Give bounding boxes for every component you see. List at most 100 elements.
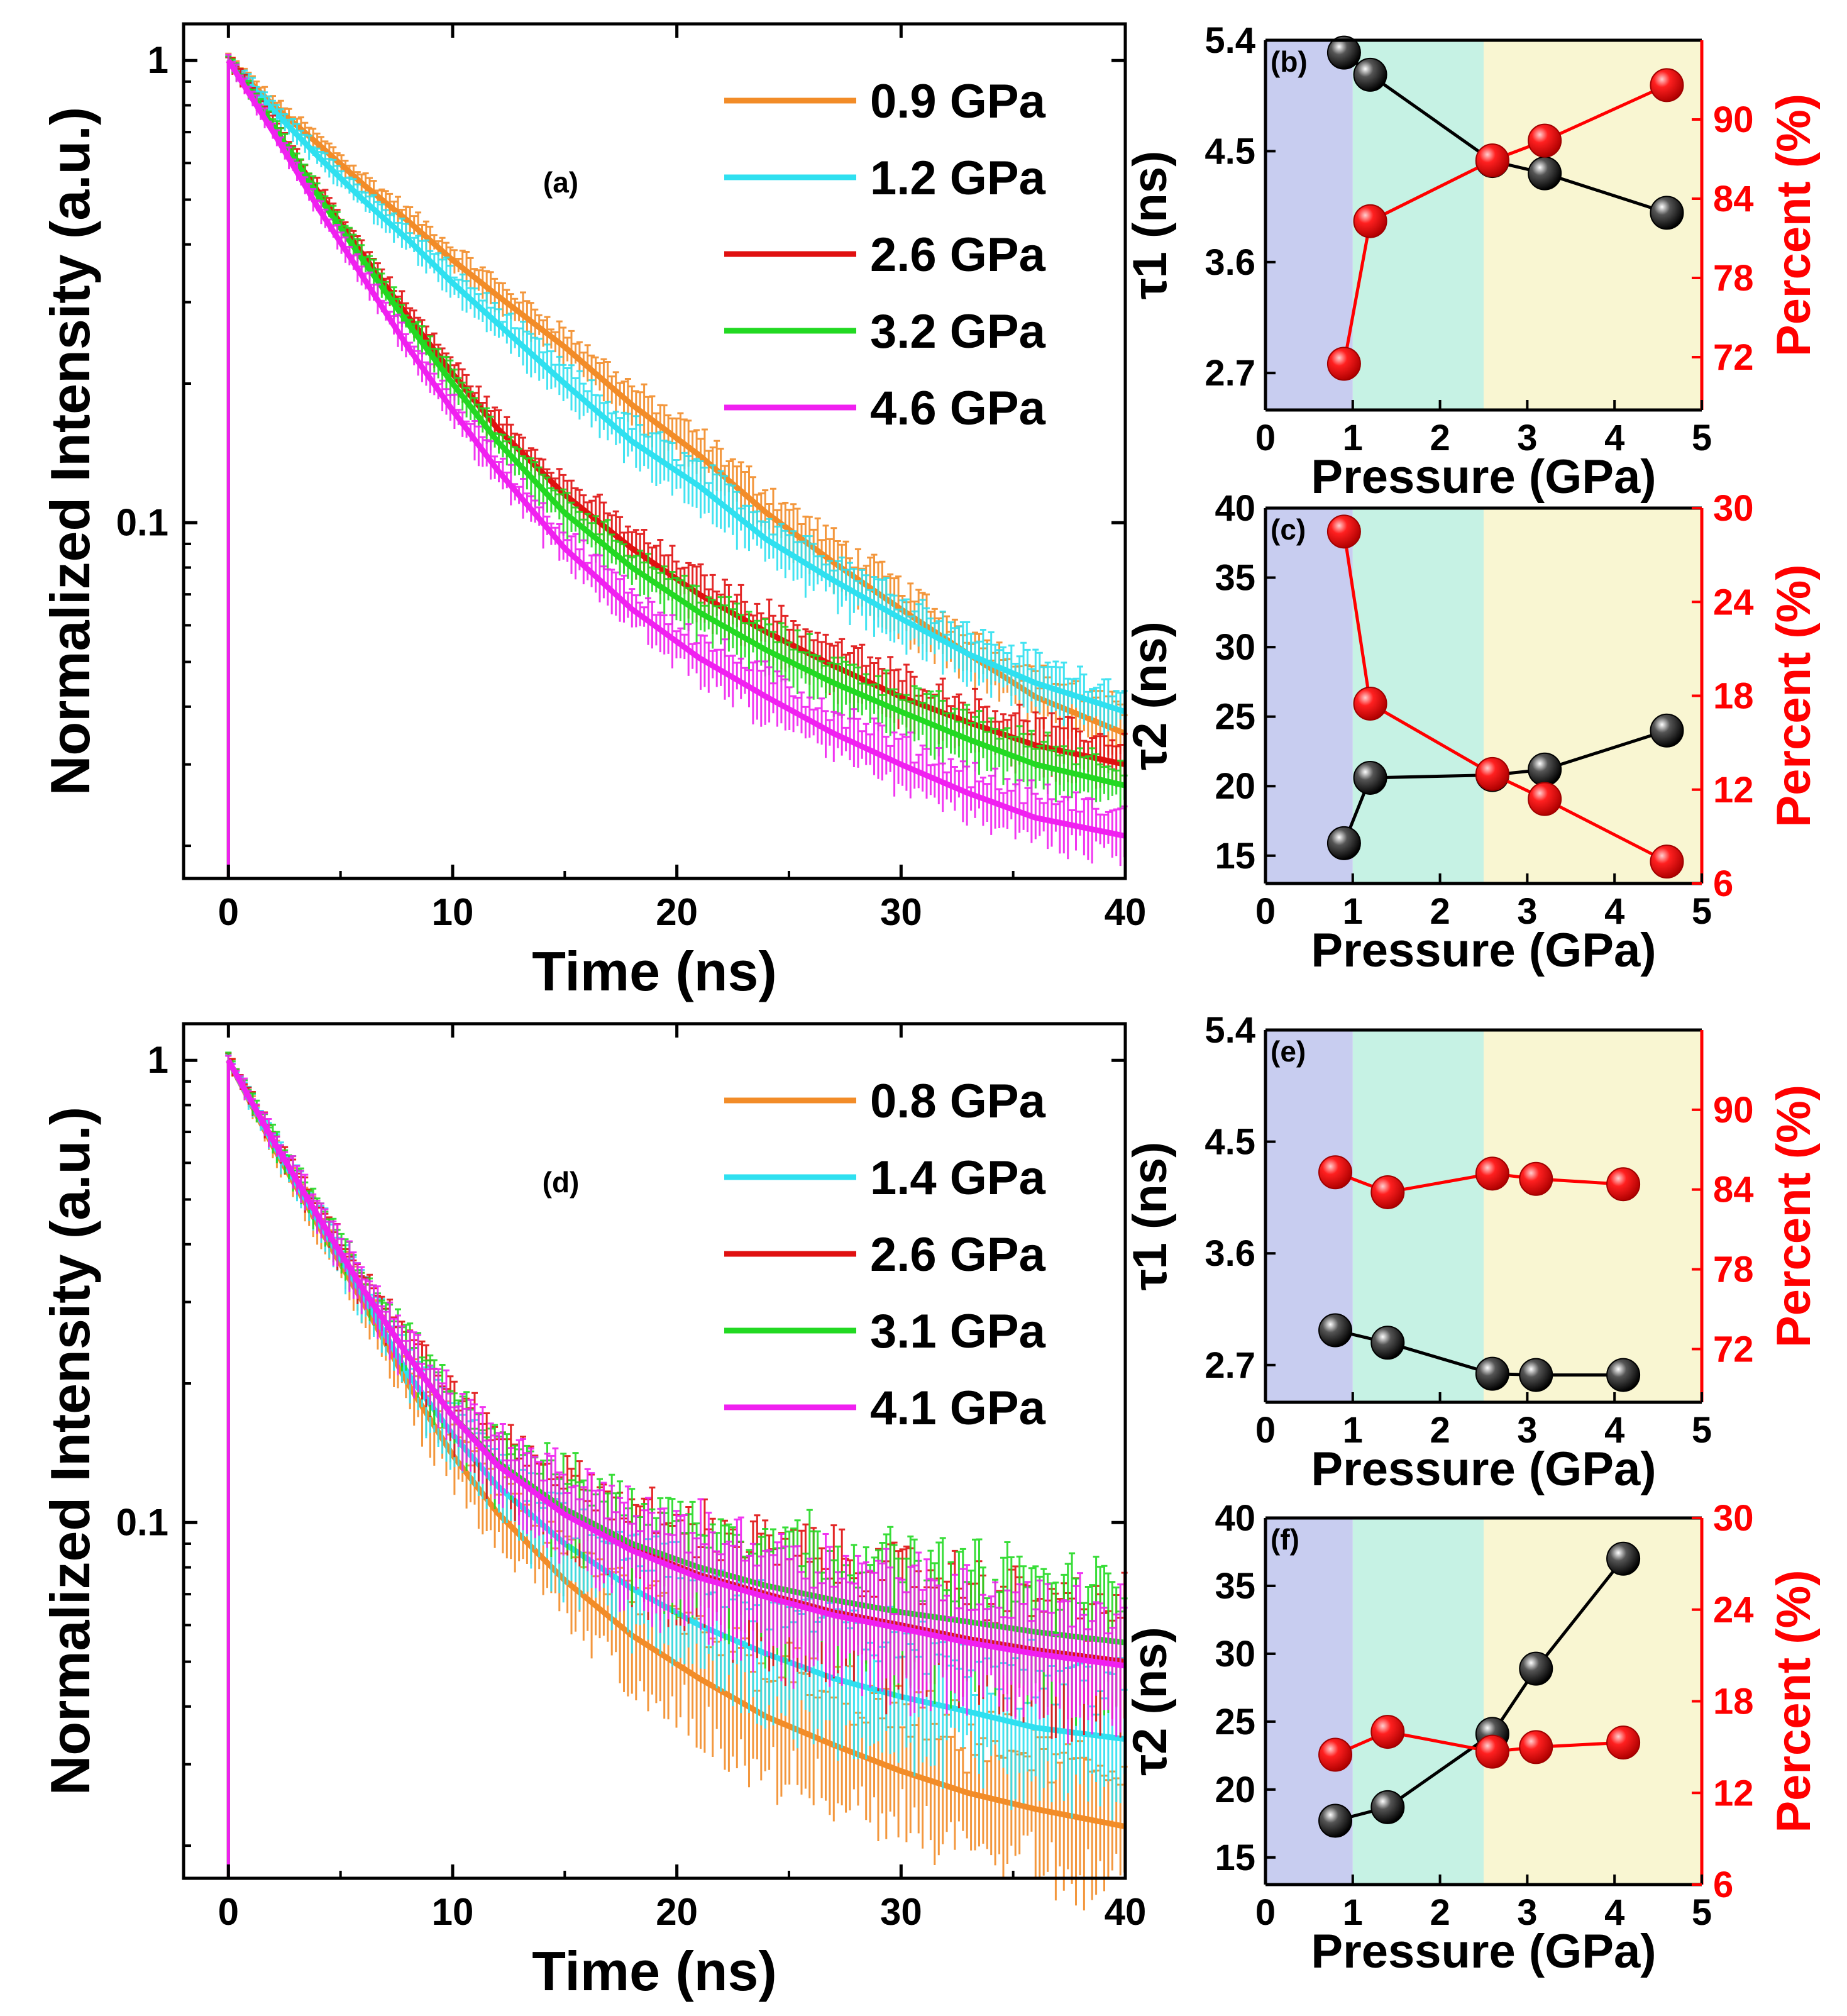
x-tick-label: 10 (432, 891, 474, 933)
series-percent (1326, 514, 1684, 879)
x-tick-label: 20 (656, 891, 698, 933)
pressure-region (1265, 508, 1353, 883)
legend-label: 2.6 GPa (870, 1228, 1046, 1282)
y-left-axis-title: τ2 (ns) (1123, 621, 1177, 770)
x-tick-label: 10 (432, 1891, 474, 1933)
legend-label: 2.6 GPa (870, 228, 1046, 282)
tau2-point (1353, 760, 1387, 795)
y-left-axis-title: τ1 (ns) (1123, 151, 1177, 300)
x-tick-label: 20 (656, 1891, 698, 1933)
legend-label: 3.1 GPa (870, 1305, 1046, 1358)
y-left-tick-label: 5.4 (1205, 1010, 1255, 1051)
y-right-axis-title: Percent (%) (1767, 1570, 1821, 1832)
tau1-point (1318, 1313, 1353, 1348)
y-right-tick-label: 18 (1713, 1681, 1754, 1722)
series-4-1-gpa (225, 1055, 1128, 1878)
x-tick-label: 30 (880, 1891, 922, 1933)
legend-label: 4.1 GPa (870, 1382, 1046, 1435)
tau1-point (1326, 35, 1361, 70)
y-left-tick-label: 4.5 (1205, 131, 1255, 172)
y-tick-label: 0.1 (116, 501, 168, 543)
y-right-tick-label: 90 (1713, 1090, 1754, 1131)
x-tick-label: 3 (1517, 418, 1537, 458)
x-tick-label: 0 (218, 1891, 239, 1933)
tau2-point (1318, 1803, 1353, 1838)
y-axis-title: Normalized Intensity (a.u.) (39, 107, 101, 795)
tau1-point (1475, 1356, 1509, 1391)
y-right-axis-title: Percent (%) (1767, 564, 1821, 827)
x-axis-title: Time (ns) (532, 1940, 777, 2002)
x-tick-label: 5 (1692, 891, 1712, 932)
y-left-tick-label: 4.5 (1205, 1122, 1255, 1163)
y-right-tick-label: 78 (1713, 258, 1754, 299)
y-left-tick-label: 35 (1215, 1566, 1255, 1607)
x-tick-label: 30 (880, 891, 922, 933)
x-axis-title: Pressure (GPa) (1311, 1443, 1656, 1496)
x-tick-label: 0 (1255, 1892, 1276, 1933)
y-left-tick-label: 15 (1215, 836, 1255, 877)
y-left-tick-label: 40 (1215, 488, 1255, 529)
percent-point (1519, 1161, 1553, 1196)
x-tick-label: 2 (1430, 418, 1450, 458)
percent-point (1326, 514, 1361, 549)
percent-point (1519, 1730, 1553, 1764)
y-left-tick-label: 30 (1215, 627, 1255, 668)
tau2-point (1519, 1651, 1553, 1686)
tau1-point (1370, 1326, 1405, 1360)
series-percent (1318, 1715, 1641, 1772)
x-tick-label: 3 (1517, 1410, 1537, 1451)
y-left-tick-label: 2.7 (1205, 1345, 1255, 1386)
tau1-point (1528, 156, 1562, 191)
x-tick-label: 1 (1343, 891, 1363, 932)
x-tick-label: 0 (1255, 1410, 1276, 1451)
x-tick-label: 0 (1255, 418, 1276, 458)
percent-point (1606, 1167, 1641, 1202)
pressure-region (1484, 1030, 1702, 1402)
y-right-tick-label: 6 (1713, 863, 1733, 904)
percent-point (1370, 1175, 1405, 1209)
series-4-6-gpa (225, 53, 1128, 878)
y-right-tick-label: 12 (1713, 770, 1754, 811)
y-left-tick-label: 20 (1215, 1770, 1255, 1810)
decay-chart-a: 0 10 20 30 40 1 0.1 Time (ns) Normalized Intensi… (39, 22, 1146, 1002)
y-left-tick-label: 3.6 (1205, 1233, 1255, 1274)
y-right-axis-title: Percent (%) (1767, 94, 1821, 357)
x-tick-label: 5 (1692, 418, 1712, 458)
x-tick-label: 1 (1343, 1892, 1363, 1933)
x-tick-label: 4 (1604, 891, 1624, 932)
pressure-region (1352, 1518, 1484, 1885)
y-left-axis-title: τ1 (ns) (1123, 1142, 1177, 1291)
y-tick-label: 1 (148, 39, 168, 81)
panel-label: (d) (543, 1166, 580, 1199)
x-tick-label: 2 (1430, 1410, 1450, 1451)
percent-point (1528, 782, 1562, 816)
y-left-tick-label: 30 (1215, 1634, 1255, 1675)
y-left-tick-label: 15 (1215, 1837, 1255, 1878)
percent-point (1475, 756, 1509, 791)
y-right-tick-label: 78 (1713, 1249, 1754, 1290)
x-tick-label: 4 (1604, 1410, 1624, 1451)
plot-frame (182, 22, 1127, 880)
x-tick-label: 0 (1255, 891, 1276, 932)
tau2-point (1528, 752, 1562, 787)
x-tick-label: 3 (1517, 1892, 1537, 1933)
y-left-tick-label: 40 (1215, 1498, 1255, 1539)
y-right-tick-label: 30 (1713, 488, 1754, 529)
y-right-tick-label: 24 (1713, 582, 1754, 623)
y-right-axis-title: Percent (%) (1767, 1085, 1821, 1348)
percent-point (1650, 68, 1684, 102)
panel-label: (e) (1271, 1035, 1306, 1068)
x-axis-title: Pressure (GPa) (1311, 450, 1656, 504)
decay-line (226, 58, 1127, 789)
y-right-tick-label: 18 (1713, 676, 1754, 717)
x-axis-title: Pressure (GPa) (1311, 1925, 1656, 1978)
y-tick-label: 1 (148, 1039, 168, 1081)
pressure-region (1484, 508, 1702, 883)
tau1-point (1650, 196, 1684, 230)
y-left-tick-label: 2.7 (1205, 353, 1255, 394)
tau1-point (1353, 57, 1387, 92)
percent-point (1475, 1734, 1509, 1769)
percent-point (1353, 686, 1387, 721)
y-right-tick-label: 84 (1713, 179, 1754, 219)
tau1-point (1519, 1358, 1553, 1392)
